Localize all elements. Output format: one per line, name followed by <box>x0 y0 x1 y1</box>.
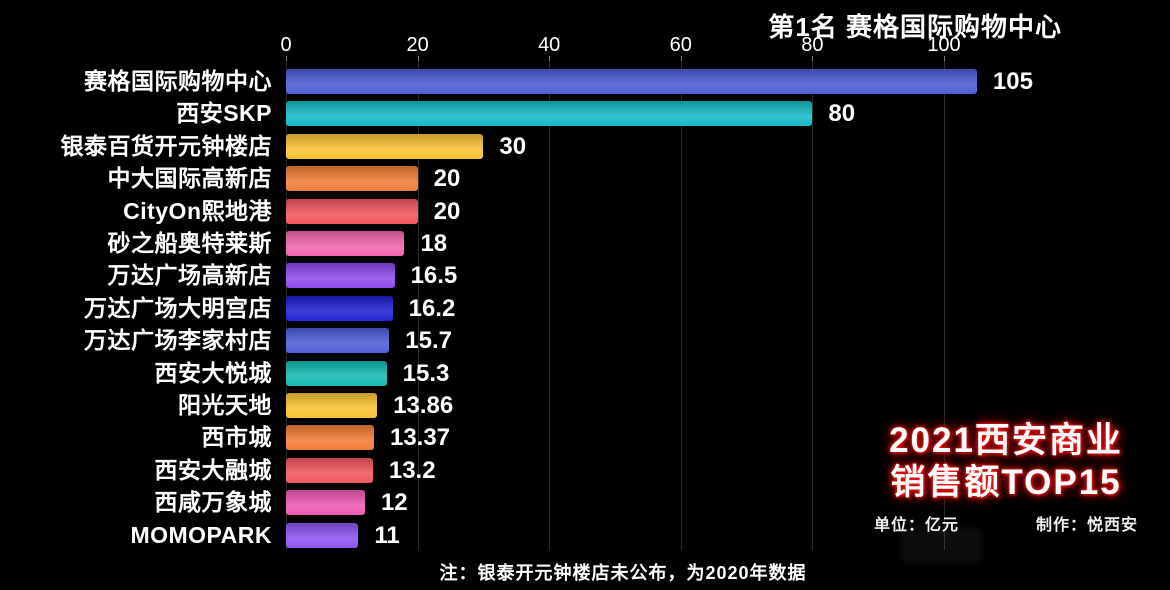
value-label: 16.2 <box>408 294 456 322</box>
category-label: 西咸万象城 <box>154 489 272 516</box>
watermark-smudge <box>902 528 982 562</box>
value-label: 11 <box>374 521 400 549</box>
category-label: 万达广场高新店 <box>107 262 272 289</box>
bar <box>286 425 374 451</box>
category-label: 西安大悦城 <box>154 359 272 386</box>
axis-tick-label: 80 <box>801 34 824 56</box>
axis-tick-mark <box>549 56 551 61</box>
bar <box>286 360 387 386</box>
bar <box>286 101 813 127</box>
category-label: MOMOPARK <box>130 521 272 548</box>
axis-tick-mark <box>417 56 419 61</box>
gridline <box>549 60 551 550</box>
credit-label: 制作：悦西安 <box>1035 517 1138 534</box>
bar <box>286 393 378 418</box>
value-label: 13.2 <box>388 456 436 484</box>
value-label: 16.5 <box>410 262 458 290</box>
category-label: 万达广场大明宫店 <box>84 294 272 321</box>
value-label: 13.37 <box>389 424 451 452</box>
bar <box>286 263 395 289</box>
bar <box>286 166 418 192</box>
axis-tick-mark <box>680 56 682 61</box>
bar <box>286 457 373 483</box>
value-label: 13.86 <box>393 392 454 419</box>
gridline <box>944 60 945 550</box>
axis-tick-label: 60 <box>669 34 692 56</box>
bar <box>286 231 405 256</box>
value-label: 20 <box>433 197 461 225</box>
overlay-title-line2: 销售额TOP15 <box>890 463 1122 502</box>
value-label: 80 <box>828 100 856 128</box>
overlay-title-line1: 2021西安商业 <box>889 421 1123 460</box>
category-label: 中大国际高新店 <box>107 165 272 192</box>
bar <box>286 295 393 321</box>
axis-tick-label: 100 <box>927 34 961 56</box>
unit-label: 单位：亿元 <box>874 517 960 534</box>
axis-tick-mark <box>944 56 945 61</box>
bar <box>286 198 418 224</box>
rank-title: 第1名 赛格国际购物中心 <box>768 12 1062 42</box>
bar <box>286 490 365 516</box>
bar <box>286 522 359 548</box>
axis-tick-label: 40 <box>538 34 561 56</box>
category-label: 赛格国际购物中心 <box>84 68 272 94</box>
value-label: 12 <box>380 489 408 517</box>
value-label: 18 <box>420 230 448 257</box>
overlay-title-block: 2021西安商业 销售额TOP15 单位：亿元 制作：悦西安 <box>874 420 1138 535</box>
axis-tick-mark <box>812 56 814 61</box>
category-label: 阳光天地 <box>178 392 272 418</box>
gridline <box>417 60 419 550</box>
axis-tick-label: 20 <box>406 34 429 56</box>
gridline <box>680 60 682 550</box>
footnote: 注：银泰开元钟楼店未公布，为2020年数据 <box>439 563 807 583</box>
category-label: 万达广场李家村店 <box>84 327 272 354</box>
bar <box>286 133 484 159</box>
category-label: 西市城 <box>201 424 272 451</box>
category-label: 银泰百货开元钟楼店 <box>60 132 272 159</box>
value-label: 105 <box>992 68 1033 95</box>
category-label: CityOn熙地港 <box>123 197 272 224</box>
category-label: 西安SKP <box>176 100 272 127</box>
value-label: 20 <box>433 165 461 193</box>
value-label: 15.3 <box>402 359 450 387</box>
category-label: 西安大融城 <box>154 456 272 483</box>
value-label: 15.7 <box>405 327 453 355</box>
value-label: 30 <box>499 132 527 160</box>
overlay-meta: 单位：亿元 制作：悦西安 <box>874 511 1138 535</box>
axis-tick-label: 0 <box>280 34 292 56</box>
gridline <box>812 60 814 550</box>
category-label: 砂之船奥特莱斯 <box>107 230 272 256</box>
axis-tick-mark <box>286 56 287 61</box>
bar <box>286 69 977 94</box>
bar <box>286 328 390 354</box>
